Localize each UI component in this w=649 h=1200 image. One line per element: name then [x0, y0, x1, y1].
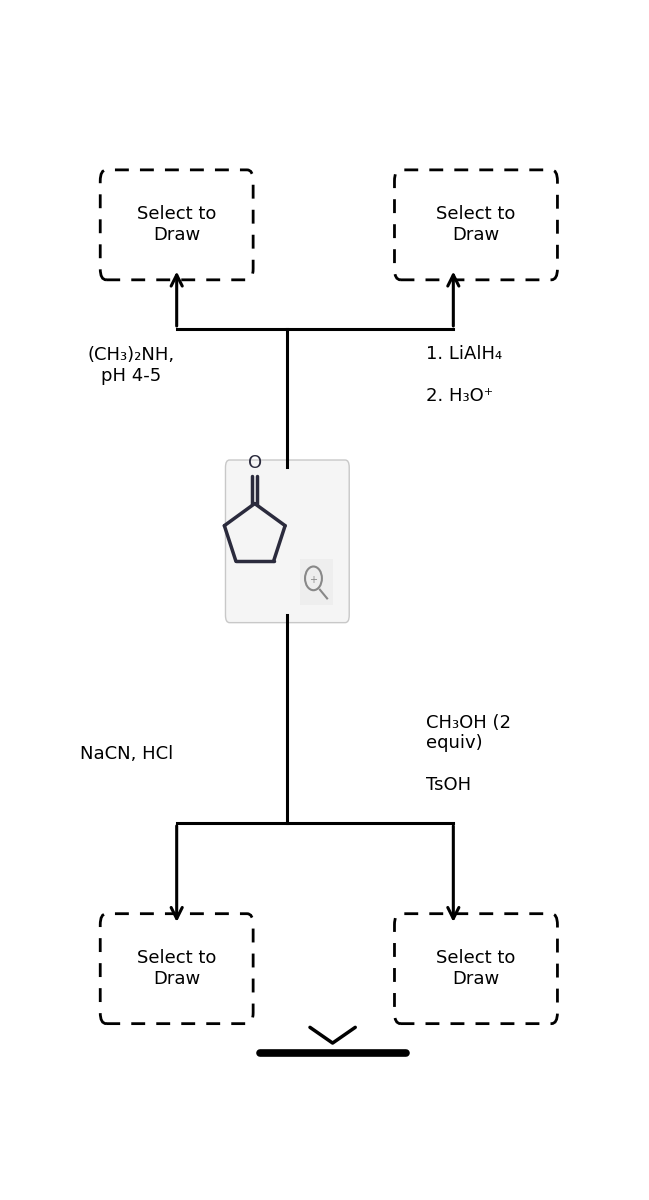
Text: CH₃OH (2
equiv)

TsOH: CH₃OH (2 equiv) TsOH	[426, 714, 511, 794]
Text: 1. LiAlH₄

2. H₃O⁺: 1. LiAlH₄ 2. H₃O⁺	[426, 346, 502, 404]
FancyBboxPatch shape	[299, 557, 334, 607]
Text: Select to
Draw: Select to Draw	[436, 205, 516, 245]
Text: +: +	[310, 575, 317, 584]
FancyBboxPatch shape	[225, 460, 349, 623]
FancyBboxPatch shape	[100, 913, 253, 1024]
Text: Select to
Draw: Select to Draw	[436, 949, 516, 988]
FancyBboxPatch shape	[100, 170, 253, 280]
FancyBboxPatch shape	[395, 913, 557, 1024]
Text: NaCN, HCl: NaCN, HCl	[80, 745, 173, 763]
FancyBboxPatch shape	[395, 170, 557, 280]
Text: O: O	[248, 454, 262, 472]
Text: (CH₃)₂NH,
pH 4-5: (CH₃)₂NH, pH 4-5	[88, 347, 175, 385]
Text: Select to
Draw: Select to Draw	[137, 949, 216, 988]
Text: Select to
Draw: Select to Draw	[137, 205, 216, 245]
